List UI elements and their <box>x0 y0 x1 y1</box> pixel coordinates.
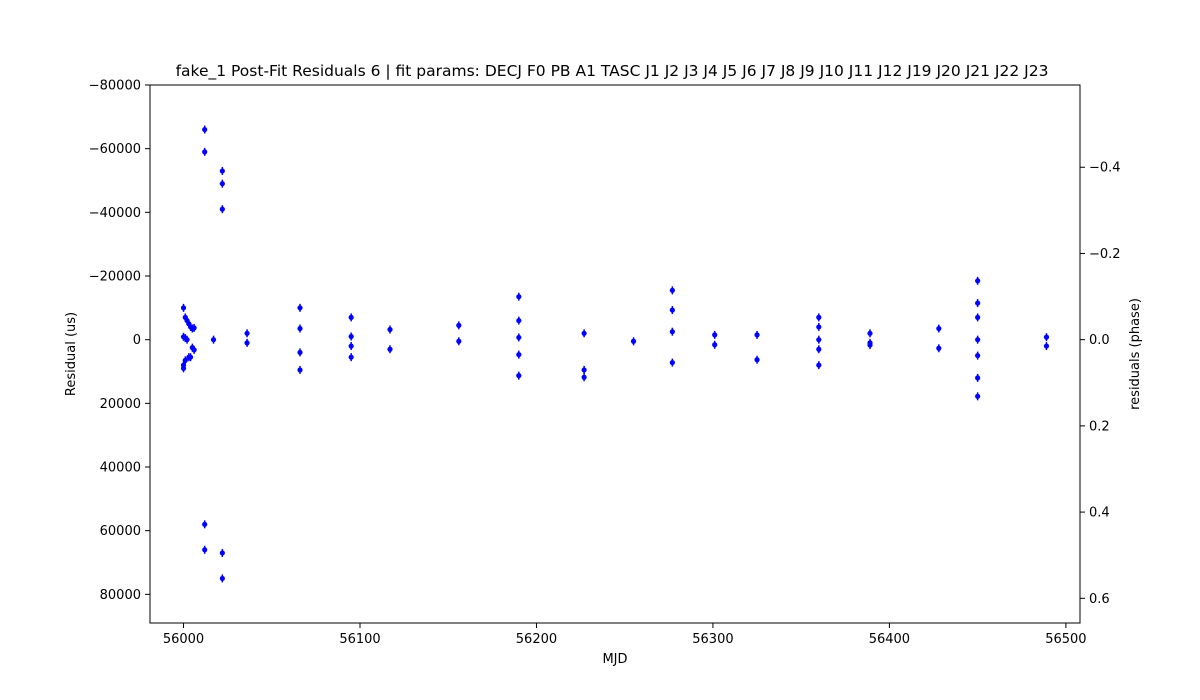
data-point <box>202 126 208 133</box>
y-axis-right: −0.4 −0.2 0.0 0.2 0.4 0.6 <box>1080 161 1121 607</box>
data-point <box>516 294 522 300</box>
y-right-tick-label: 0.6 <box>1089 592 1110 607</box>
y-axis-label: Residual (us) <box>64 312 79 396</box>
y-right-tick-label: −0.4 <box>1089 161 1121 176</box>
data-point <box>180 305 187 311</box>
data-point <box>184 337 190 343</box>
data-point <box>297 325 303 332</box>
y-axis-left: −80000 −60000 −40000 −20000 0 20000 40000 60000… <box>89 79 150 603</box>
data-point <box>975 300 981 306</box>
data-point <box>244 340 250 346</box>
data-point <box>669 329 675 335</box>
data-point <box>581 330 587 336</box>
x-tick-label: 56500 <box>1045 632 1086 647</box>
y-right-tick-label: 0.0 <box>1089 333 1110 348</box>
data-point <box>975 337 981 343</box>
chart-title: fake_1 Post-Fit Residuals 6 | fit params… <box>176 62 1049 81</box>
data-point <box>219 181 225 187</box>
data-point <box>867 342 873 348</box>
plot-area <box>149 84 1081 624</box>
data-point <box>202 547 208 553</box>
data-point <box>975 278 981 284</box>
data-points <box>180 125 1050 583</box>
data-point <box>219 575 225 582</box>
data-point <box>456 338 462 344</box>
y-tick-label: 40000 <box>100 461 141 476</box>
y-right-tick-label: −0.2 <box>1089 247 1121 262</box>
data-point <box>387 346 393 352</box>
data-point <box>202 149 208 155</box>
y-tick-label: 20000 <box>100 397 141 412</box>
data-point <box>1043 334 1050 340</box>
data-point <box>348 314 354 320</box>
data-point <box>975 375 981 381</box>
data-point <box>936 325 942 332</box>
data-point <box>348 354 354 360</box>
data-point <box>297 305 303 311</box>
data-point <box>816 324 822 330</box>
data-point <box>348 343 354 349</box>
data-point <box>202 521 208 527</box>
y-tick-label: 0 <box>133 333 141 348</box>
data-point <box>816 314 822 320</box>
y-tick-label: −60000 <box>89 142 141 157</box>
x-tick-label: 56000 <box>163 632 204 647</box>
x-tick-label: 56100 <box>339 632 380 647</box>
y-axis-right-label: residuals (phase) <box>1128 298 1143 410</box>
data-point <box>816 346 822 352</box>
data-point <box>244 330 250 336</box>
data-point <box>219 168 225 174</box>
y-tick-label: 80000 <box>100 588 141 603</box>
data-point <box>754 357 760 363</box>
x-tick-label: 56200 <box>516 632 557 647</box>
data-point <box>712 332 718 338</box>
data-point <box>867 330 873 336</box>
data-point <box>669 307 675 313</box>
data-point <box>297 367 303 373</box>
x-tick-label: 56400 <box>869 632 910 647</box>
data-point <box>1043 343 1050 349</box>
data-point <box>191 325 197 331</box>
x-axis-label: MJD <box>602 652 627 667</box>
y-tick-label: −80000 <box>89 79 141 94</box>
data-point <box>348 333 354 340</box>
y-right-tick-label: 0.2 <box>1089 419 1110 434</box>
x-tick-label: 56300 <box>692 632 733 647</box>
data-point <box>297 349 303 356</box>
data-point <box>936 345 942 351</box>
data-point <box>581 374 587 380</box>
data-point <box>516 317 522 324</box>
data-point <box>975 314 981 320</box>
data-point <box>191 347 197 353</box>
data-point <box>581 367 587 373</box>
data-point <box>975 393 981 399</box>
data-point <box>816 362 822 368</box>
data-point <box>516 373 522 379</box>
data-point <box>387 326 393 333</box>
data-point <box>516 334 522 341</box>
data-point <box>219 550 225 556</box>
data-point <box>219 206 225 212</box>
data-point <box>516 352 522 358</box>
data-point <box>669 287 675 293</box>
data-point <box>630 338 637 344</box>
data-point <box>669 359 675 366</box>
data-point <box>712 342 718 348</box>
data-point <box>754 332 760 338</box>
data-point <box>210 337 217 343</box>
y-tick-label: −40000 <box>89 206 141 221</box>
x-axis: 56000 56100 56200 56300 56400 56500 <box>163 623 1087 647</box>
data-point <box>456 322 462 328</box>
data-point <box>180 365 187 371</box>
y-tick-label: −20000 <box>89 270 141 285</box>
y-tick-label: 60000 <box>100 524 141 539</box>
data-point <box>816 337 822 343</box>
data-point <box>975 352 981 359</box>
data-point <box>187 354 194 360</box>
y-right-tick-label: 0.4 <box>1089 506 1110 521</box>
